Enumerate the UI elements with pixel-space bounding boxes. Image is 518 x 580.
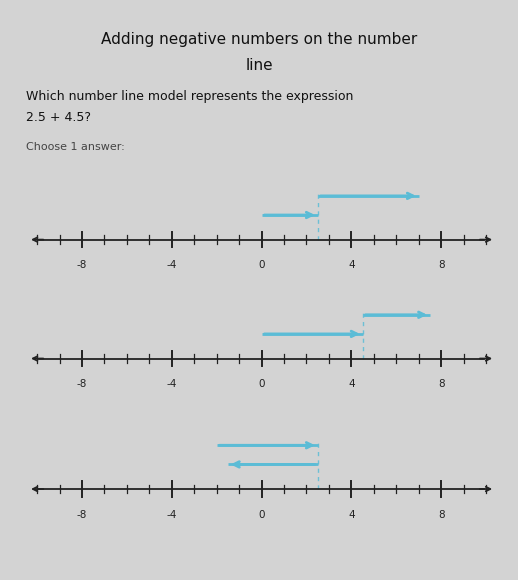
Text: -4: -4 [167, 379, 177, 389]
Text: 0: 0 [258, 260, 265, 270]
Text: Which number line model represents the expression: Which number line model represents the e… [26, 90, 353, 103]
Text: 8: 8 [438, 260, 444, 270]
Text: -4: -4 [167, 260, 177, 270]
Text: 2.5 + 4.5?: 2.5 + 4.5? [26, 111, 91, 124]
Text: -8: -8 [77, 379, 87, 389]
Text: 0: 0 [258, 510, 265, 520]
Text: -4: -4 [167, 510, 177, 520]
Text: -8: -8 [77, 260, 87, 270]
Text: Adding negative numbers on the number: Adding negative numbers on the number [101, 32, 417, 47]
Text: line: line [245, 58, 273, 73]
Text: Choose 1 answer:: Choose 1 answer: [26, 142, 125, 152]
Text: 0: 0 [258, 379, 265, 389]
Text: 8: 8 [438, 379, 444, 389]
Text: 4: 4 [348, 510, 355, 520]
Text: 4: 4 [348, 260, 355, 270]
Text: -8: -8 [77, 510, 87, 520]
Text: 8: 8 [438, 510, 444, 520]
Text: 4: 4 [348, 379, 355, 389]
